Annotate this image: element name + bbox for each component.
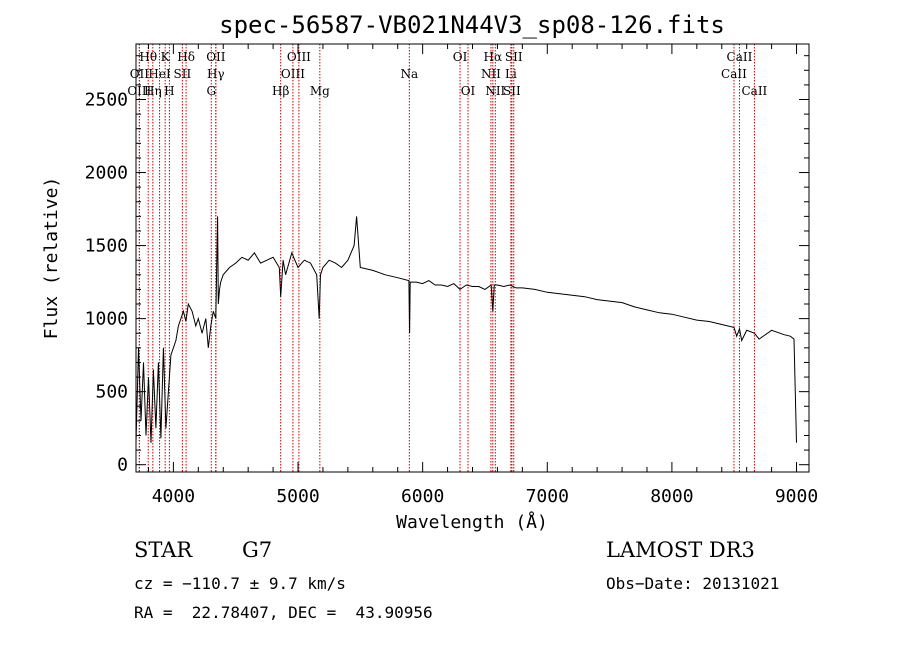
line-label: Li: [505, 67, 517, 81]
line-label: Na: [400, 67, 418, 81]
y-tick-label: 2000: [85, 163, 128, 184]
y-axis-label: Flux (relative): [41, 177, 62, 340]
line-label: H: [164, 84, 174, 98]
line-label: OIII: [287, 50, 311, 64]
line-label: Hη: [144, 84, 162, 98]
x-tick-label: 7000: [526, 486, 569, 507]
redshift-readout: cz = −110.7 ± 9.7 km/s: [134, 574, 346, 593]
line-label: CaII: [727, 50, 753, 64]
spectrum-line: [135, 216, 797, 443]
line-label: NII: [481, 67, 501, 81]
observation-date: Obs−Date: 20131021: [606, 574, 780, 593]
x-tick-label: 8000: [650, 486, 693, 507]
y-tick-label: 2500: [85, 90, 128, 111]
line-label: Hγ: [207, 67, 225, 81]
line-label: SII: [503, 84, 521, 98]
object-class: STAR: [134, 538, 193, 562]
line-label: Mg: [310, 84, 330, 98]
x-tick-label: 9000: [775, 486, 818, 507]
y-axis: 0 500 1000 1500 2000 2500: [85, 55, 809, 476]
line-label: K: [161, 50, 171, 64]
coordinates-readout: RA = 22.78407, DEC = 43.90956: [134, 603, 433, 622]
line-label: OI: [461, 84, 476, 98]
y-tick-label: 1500: [85, 236, 128, 257]
line-label: SII: [174, 67, 192, 81]
y-tick-label: 500: [95, 382, 128, 403]
x-axis-label: Wavelength (Å): [396, 511, 548, 533]
line-label: Hα: [484, 50, 503, 64]
plot-frame: [135, 43, 810, 473]
line-label: CaII: [741, 84, 767, 98]
line-label: OIII: [281, 67, 305, 81]
object-subclass: G7: [242, 538, 273, 562]
line-label: Hθ: [139, 50, 157, 64]
survey-name: LAMOST DR3: [606, 538, 755, 562]
spectrum-chart: spec-56587-VB021N44V3_sp08-126.fits Hθ K H…: [41, 11, 818, 533]
chart-title: spec-56587-VB021N44V3_sp08-126.fits: [219, 11, 725, 39]
line-label: OIII: [127, 84, 151, 98]
x-tick-label: 4000: [152, 486, 195, 507]
x-axis: 4000 5000 6000 7000 8000 9000: [147, 44, 818, 507]
x-tick-label: 6000: [401, 486, 444, 507]
line-label: CaII: [721, 67, 747, 81]
x-tick-label: 5000: [276, 486, 319, 507]
y-tick-label: 1000: [85, 309, 128, 330]
line-label: OI: [453, 50, 468, 64]
line-label: NII: [485, 84, 505, 98]
y-tick-label: 0: [117, 455, 128, 476]
line-label: Hβ: [272, 84, 289, 98]
line-label: G: [206, 84, 216, 98]
spectrum-series: [135, 216, 797, 443]
line-label: SII: [505, 50, 523, 64]
line-label: Hδ: [177, 50, 195, 64]
line-label: HeI: [148, 67, 171, 81]
